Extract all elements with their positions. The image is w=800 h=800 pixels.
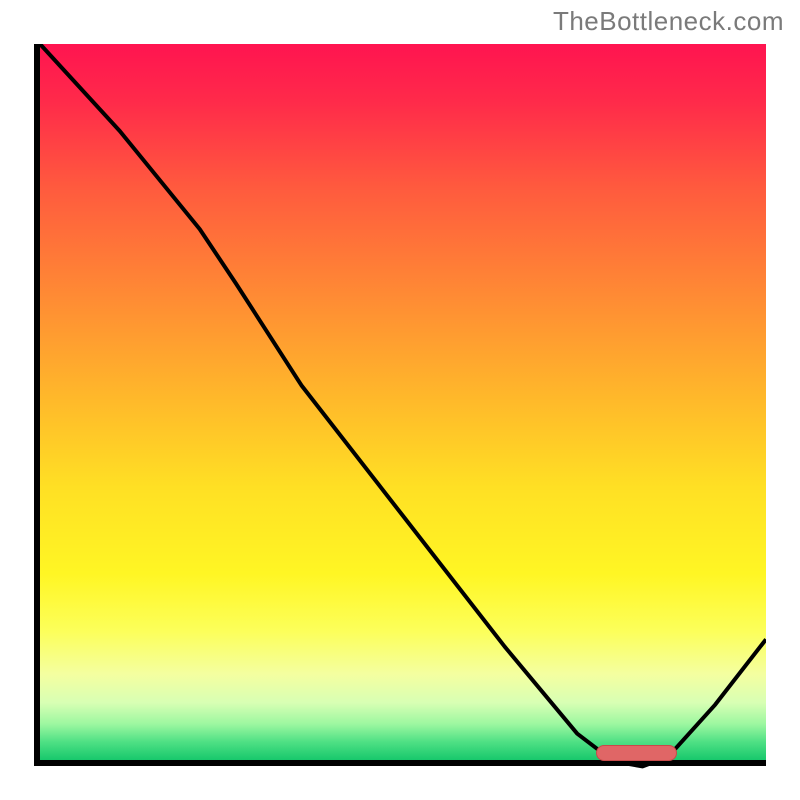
watermark-text: TheBottleneck.com: [553, 6, 784, 37]
plot-area: [34, 44, 766, 766]
heat-gradient-background: [40, 44, 766, 760]
chart-container: TheBottleneck.com: [0, 0, 800, 800]
optimal-range-marker: [596, 745, 677, 761]
